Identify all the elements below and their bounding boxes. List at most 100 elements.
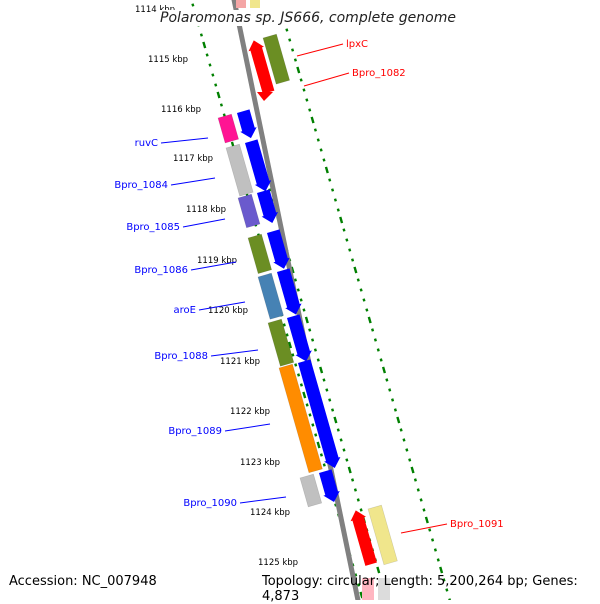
gene-block-reverse: [250, 0, 260, 8]
left-tick-track: [322, 463, 326, 467]
ruler-label: 1118 kbp: [186, 205, 226, 215]
inner-tick-track: [293, 278, 297, 282]
right-tick-track: [385, 378, 389, 382]
reverse-gene-label: lpxC: [346, 39, 368, 50]
right-tick-track: [359, 288, 363, 292]
ruler-label: 1123 kbp: [240, 458, 280, 468]
gene-block-6: [267, 318, 295, 367]
ruler-label: 1114 kbp: [135, 5, 175, 15]
right-tick-track: [393, 408, 397, 412]
inner-tick-track: [304, 316, 309, 324]
inner-tick-track: [359, 508, 363, 512]
left-tick-track: [216, 91, 221, 99]
cds-arrow-forward: [257, 189, 279, 223]
forward-gene-label-leader: [210, 349, 259, 357]
right-tick-track: [381, 366, 387, 374]
forward-gene-label-leader: [198, 301, 246, 311]
right-tick-track: [419, 498, 423, 502]
inner-tick-track: [376, 566, 381, 574]
inner-tick-track: [271, 198, 275, 202]
right-tick-track: [353, 266, 358, 274]
right-tick-track: [319, 148, 323, 152]
cds-arrow-forward: [277, 268, 302, 315]
left-tick-track: [222, 113, 226, 117]
right-tick-track: [413, 478, 417, 482]
gene-block-reverse: [262, 33, 291, 85]
right-tick-track: [316, 138, 320, 142]
left-tick-track: [219, 103, 223, 107]
right-tick-track: [310, 116, 315, 124]
right-tick-track: [445, 588, 449, 592]
right-tick-track: [313, 128, 317, 132]
left-tick-track: [285, 333, 289, 337]
right-tick-track: [416, 488, 420, 492]
gene-block-2: [225, 143, 254, 197]
inner-tick-track: [345, 458, 349, 462]
right-tick-track: [308, 108, 312, 112]
ruler-label: 1117 kbp: [173, 154, 213, 164]
left-tick-track: [314, 433, 318, 437]
left-tick-track: [354, 573, 358, 577]
label-layer: 1114 kbp 1115 kbp 1116 kbp 1117 kbp 1118 kbp…: [114, 5, 503, 568]
left-tick-track: [302, 391, 307, 399]
right-tick-track: [376, 348, 380, 352]
tick-layer: [191, 3, 451, 600]
inner-tick-track: [336, 428, 340, 432]
right-tick-track: [328, 178, 332, 182]
inner-tick-track: [302, 308, 306, 312]
forward-gene-label-leader: [182, 218, 226, 228]
right-tick-track: [333, 198, 337, 202]
inner-tick-track: [316, 358, 320, 362]
left-tick-track: [305, 403, 309, 407]
inner-tick-track: [296, 288, 300, 292]
gene-block-reverse: [236, 0, 246, 8]
gene-block-reverse: [367, 504, 398, 566]
inner-tick-track: [342, 448, 346, 452]
right-tick-track: [293, 58, 297, 62]
ruler-label: 1120 kbp: [208, 306, 248, 316]
right-tick-track: [408, 458, 412, 462]
left-tick-track: [297, 373, 301, 377]
ruler-label: 1121 kbp: [220, 357, 260, 367]
ruler-label: 1122 kbp: [230, 407, 270, 417]
left-tick-track: [311, 423, 315, 427]
gene-block-4: [247, 233, 272, 274]
cds-arrow-reverse: [350, 510, 377, 566]
inner-tick-track: [347, 466, 352, 474]
right-tick-track: [291, 48, 295, 52]
reverse-gene-label-leader: [296, 43, 344, 57]
ruler-label: 1116 kbp: [161, 105, 201, 115]
left-tick-track: [287, 341, 293, 349]
right-tick-track: [305, 98, 309, 102]
inner-tick-track: [308, 328, 312, 332]
forward-gene-label-leader: [190, 261, 237, 271]
left-tick-track: [191, 3, 195, 7]
cds-arrow-forward: [267, 229, 290, 269]
right-tick-track: [331, 188, 335, 192]
ruler-label: 1124 kbp: [250, 508, 290, 518]
forward-gene-label: Bpro_1084: [114, 180, 168, 191]
left-tick-track: [294, 363, 298, 367]
gene-block-reverse: [362, 578, 374, 600]
inner-tick-track: [328, 398, 332, 402]
ruler-label: 1119 kbp: [197, 256, 237, 266]
right-tick-track: [439, 566, 444, 574]
inner-tick-track: [351, 478, 355, 482]
genome-title: Polaromonas sp. JS666, complete genome: [158, 10, 458, 26]
right-tick-track: [433, 548, 437, 552]
right-tick-track: [442, 578, 446, 582]
inner-tick-track: [299, 298, 303, 302]
left-tick-track: [291, 353, 295, 357]
left-tick-track: [205, 53, 209, 57]
ruler-label: 1125 kbp: [258, 558, 298, 568]
forward-gene-label: Bpro_1089: [168, 426, 222, 437]
right-tick-track: [379, 358, 383, 362]
right-tick-track: [336, 208, 340, 212]
forward-gene-label-leader: [160, 137, 209, 144]
gene-layer: [217, 0, 398, 600]
right-tick-track: [285, 28, 289, 32]
ruler-label: 1115 kbp: [148, 55, 188, 65]
left-tick-track: [299, 383, 303, 387]
inner-tick-track: [268, 188, 272, 192]
